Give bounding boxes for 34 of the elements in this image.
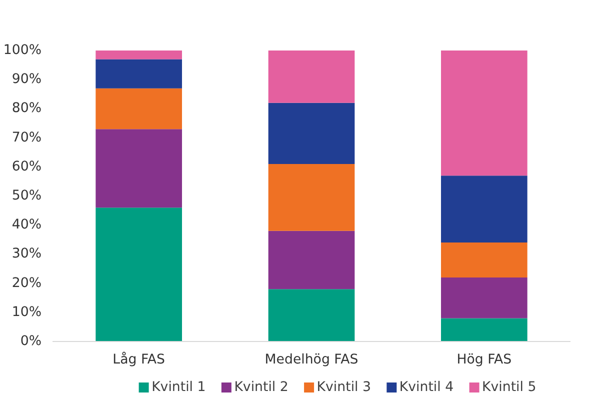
x-tick-label: Hög FAS xyxy=(456,352,512,368)
bar xyxy=(96,129,182,208)
bar xyxy=(441,318,528,342)
bar xyxy=(268,164,355,231)
x-tick-label: Låg FAS xyxy=(112,352,165,368)
y-tick-label: 10% xyxy=(12,304,42,320)
x-tick-label: Medelhög FAS xyxy=(264,352,358,368)
legend-label: Kvintil 5 xyxy=(482,380,536,395)
y-tick-label: 100% xyxy=(3,43,42,58)
bar xyxy=(441,242,528,278)
y-tick-label: 30% xyxy=(12,246,42,262)
bar xyxy=(268,102,355,164)
y-tick-label: 20% xyxy=(12,276,42,291)
y-tick-label: 80% xyxy=(12,101,42,116)
legend-label: Kvintil 1 xyxy=(152,380,206,395)
y-tick-label: 70% xyxy=(12,130,42,146)
legend-label: Kvintil 3 xyxy=(316,380,371,395)
y-tick-label: 50% xyxy=(12,188,42,204)
bar xyxy=(96,50,182,60)
bar xyxy=(441,277,528,318)
bar xyxy=(96,59,182,88)
legend-label: Kvintil 4 xyxy=(399,380,454,395)
bar xyxy=(268,230,355,290)
y-tick-label: 40% xyxy=(12,218,42,233)
y-tick-label: 0% xyxy=(20,334,42,349)
bar xyxy=(441,176,528,243)
bar xyxy=(268,289,355,342)
bar xyxy=(268,50,355,103)
bar xyxy=(441,50,528,176)
legend-label: Kvintil 2 xyxy=(234,380,288,395)
y-tick-label: 60% xyxy=(12,159,42,174)
bar xyxy=(96,208,182,342)
bar xyxy=(96,88,182,130)
y-tick-label: 90% xyxy=(12,72,42,88)
